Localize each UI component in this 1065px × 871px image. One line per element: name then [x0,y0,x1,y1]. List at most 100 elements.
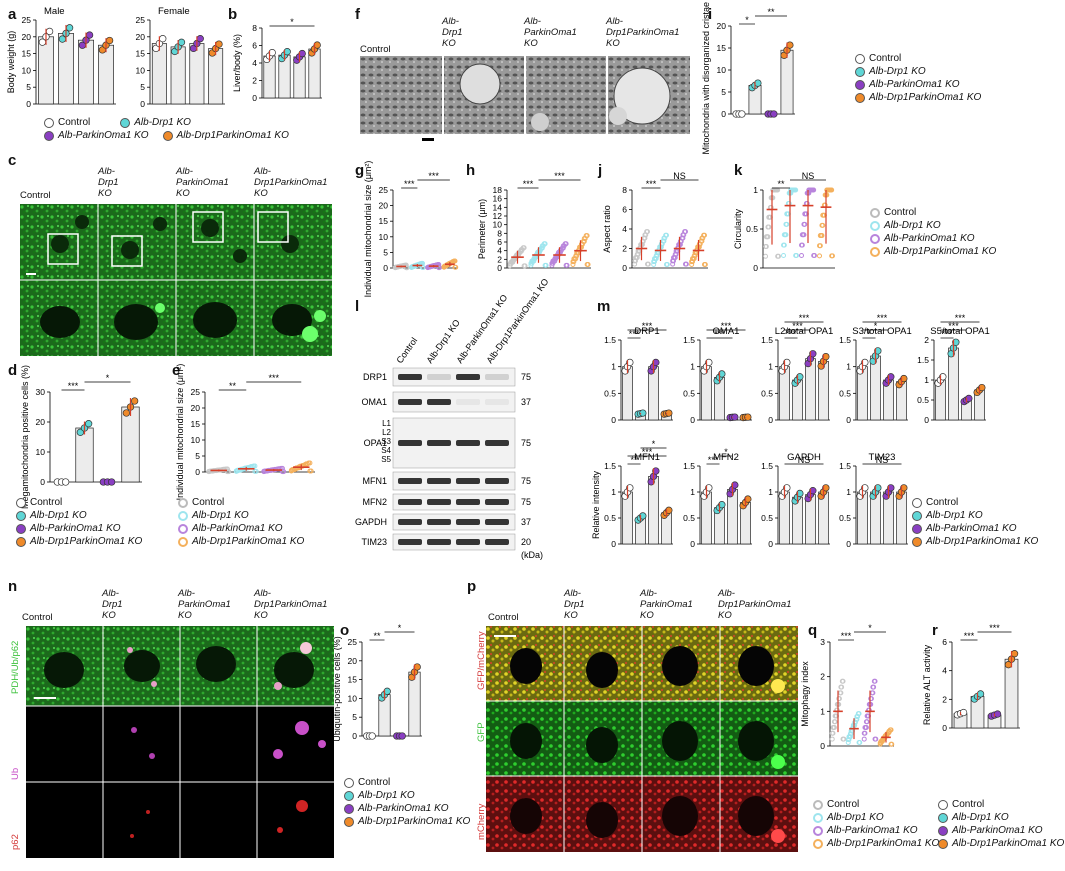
panel-label-a: a [8,6,17,23]
data-point [279,469,285,475]
y-tick-label: 1 [753,185,758,195]
chart-subtitle: MFN1 [634,452,660,463]
data-point [84,420,93,428]
chart-plot-area: 00.511.5L2/total OPA1********* [761,313,833,425]
chart-subtitle: Male [44,6,65,17]
data-point [699,235,705,241]
sig-label: ** [630,455,638,465]
y-tick-label: 6 [497,237,502,247]
data-point [838,684,844,690]
data-point [861,358,869,367]
blot-band [427,539,451,545]
chart-g-5: 0 5 10 15 20 25 Individual mitochondrial size … [363,161,459,297]
data-point [978,383,986,392]
data-point [676,242,682,248]
panel-label-l: l [355,298,360,315]
blot-band [398,519,422,525]
blot-band [485,399,509,405]
data-point [768,195,774,201]
data-point [539,243,545,249]
n-col-control: Control [22,612,53,623]
chart-a-1: 0 5 10 15 20 25 Female [136,6,225,109]
panel-label-o: o [340,622,350,639]
y-tick-label: 8 [252,23,257,33]
sig-label: *** [714,329,725,339]
data-point [398,732,406,740]
y-tick-label: 1.5 [839,335,851,345]
y-axis-label: Liver/body (%) [232,34,242,92]
data-point [770,110,778,118]
bar [779,491,790,545]
y-tick-label: 10 [379,232,389,242]
bar [58,33,74,105]
panel-label-p: p [467,578,477,595]
bar [648,476,659,545]
data-point [959,708,968,717]
blot-band [456,478,480,484]
data-point [871,678,877,684]
data-point [661,235,667,241]
data-point [829,730,835,736]
blot-strip [392,471,516,491]
data-point [793,253,799,259]
y-tick-label: 0 [846,539,851,549]
bar [208,48,224,105]
chart-plot-area: 0 10 20 30 Megamitochondria positive cells (… [20,365,142,509]
chart-subtitle: Female [158,6,190,17]
data-point [283,48,291,56]
n-col-parkin: Alb- ParkinOma1 KO [178,588,231,621]
y-tick-label: 0 [40,477,45,487]
y-tick-label: 1 [768,487,773,497]
data-point [639,512,647,520]
chart-r-21: 0 2 4 6 Relative ALT activity *** *** [922,623,1020,733]
legend-i: Control Alb-Drp1 KO Alb-ParkinOma1 KO Al… [855,52,981,104]
data-point [76,428,85,436]
data-point [215,40,223,48]
y-tick-label: 6 [942,637,947,647]
data-point [368,732,376,740]
y-axis-label: Aspect ratio [602,205,612,253]
bar [622,366,633,421]
data-point [298,49,306,58]
chart-j-8: 0 2 4 6 8 Aspect ratio *** NS [602,171,708,273]
data-point [744,413,752,421]
bar [779,366,790,421]
em-panel-f [360,56,690,134]
sig-label: ** [767,7,775,17]
chart-plot-area: 0 5 10 15 20 25 Female [136,6,225,109]
data-point [744,495,752,503]
bar [948,347,959,421]
y-tick-label: 1 [924,375,929,385]
n-col-drp1: Alb- Drp1 KO [102,588,123,621]
data-point [817,233,823,239]
y-tick-label: 25 [348,637,358,647]
data-point [802,211,808,217]
blot-band [456,399,480,405]
data-point [130,397,139,405]
sig-label: *** [646,179,657,189]
sig-label: *** [708,455,719,465]
data-point [799,242,805,248]
panel-label-h: h [466,162,476,179]
bar [189,43,205,105]
data-point [581,236,587,242]
chart-subtitle: S5/total OPA1 [930,326,990,337]
y-tick-label: 5 [721,87,726,97]
lane-label: Alb-Drp1ParkinOma1 KO [484,277,550,366]
chart-m-13: 00.511.5S3/total OPA1***** [839,313,912,425]
data-point [303,461,309,467]
data-point [826,187,832,193]
y-tick-label: 1 [768,362,773,372]
sig-label: *** [68,381,79,391]
y-tick-label: 1.5 [604,461,616,471]
bar [780,49,794,115]
data-point [834,701,840,707]
legend-e: Control Alb-Drp1 KO Alb-ParkinOma1 KO Al… [178,496,304,548]
y-axis-label: Mitophagy index [800,661,810,727]
col-label-control: Control [20,190,51,201]
blot-band [456,374,480,380]
